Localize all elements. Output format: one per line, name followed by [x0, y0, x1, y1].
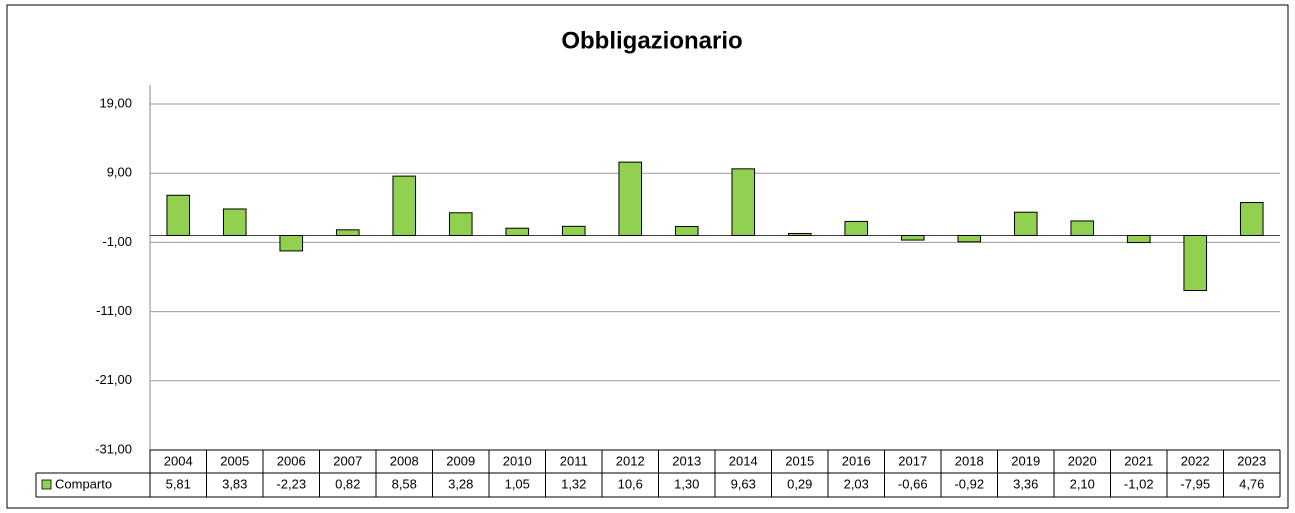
bar — [279, 234, 304, 252]
table-value: 3,28 — [448, 476, 473, 491]
y-tick-label: -1,00 — [102, 234, 132, 249]
bar — [787, 232, 812, 236]
x-tick-label: 2010 — [503, 453, 532, 468]
bar — [844, 220, 869, 236]
y-tick-label: -21,00 — [95, 372, 132, 387]
bar — [166, 194, 191, 236]
x-tick-label: 2007 — [333, 453, 362, 468]
bar — [448, 212, 473, 236]
y-tick-label: -31,00 — [95, 441, 132, 456]
y-tick-label: 19,00 — [99, 95, 132, 110]
table-value: -1,02 — [1124, 476, 1154, 491]
legend-key — [41, 479, 52, 490]
bar — [957, 234, 982, 243]
table-value: 3,83 — [222, 476, 247, 491]
y-tick-label: 9,00 — [107, 165, 132, 180]
table-value: 0,29 — [787, 476, 812, 491]
x-tick-label: 2004 — [164, 453, 193, 468]
bar — [1183, 234, 1208, 291]
x-tick-label: 2006 — [277, 453, 306, 468]
x-tick-label: 2016 — [842, 453, 871, 468]
x-tick-label: 2015 — [785, 453, 814, 468]
chart-frame — [6, 4, 1289, 509]
bar — [392, 175, 417, 236]
table-value: 4,76 — [1239, 476, 1264, 491]
bar — [1070, 220, 1095, 236]
x-tick-label: 2020 — [1068, 453, 1097, 468]
bar — [731, 168, 756, 236]
x-tick-label: 2014 — [729, 453, 758, 468]
bar — [618, 161, 643, 236]
bar — [561, 225, 586, 236]
legend-label: Comparto — [55, 476, 112, 491]
bar — [1013, 211, 1038, 236]
table-value: 1,05 — [505, 476, 530, 491]
x-tick-label: 2009 — [446, 453, 475, 468]
bar — [222, 208, 247, 236]
table-value: 1,32 — [561, 476, 586, 491]
table-value: -2,23 — [276, 476, 306, 491]
table-value: 2,03 — [844, 476, 869, 491]
x-tick-label: 2011 — [560, 453, 588, 468]
x-tick-label: 2018 — [955, 453, 984, 468]
chart-title: Obbligazionario — [561, 27, 742, 54]
table-value: 0,82 — [335, 476, 360, 491]
table-value: -0,92 — [954, 476, 984, 491]
x-tick-label: 2008 — [390, 453, 419, 468]
table-value: 2,10 — [1070, 476, 1095, 491]
table-value: 9,63 — [731, 476, 756, 491]
x-tick-label: 2022 — [1181, 453, 1210, 468]
x-tick-label: 2019 — [1011, 453, 1040, 468]
table-value: 3,36 — [1013, 476, 1038, 491]
x-tick-label: 2023 — [1237, 453, 1266, 468]
x-tick-label: 2021 — [1124, 453, 1153, 468]
table-value: 8,58 — [392, 476, 417, 491]
bar — [505, 227, 530, 236]
bar — [1126, 234, 1151, 244]
bar — [900, 234, 925, 241]
x-tick-label: 2013 — [672, 453, 701, 468]
y-tick-label: -11,00 — [96, 303, 132, 318]
table-value: 5,81 — [166, 476, 191, 491]
x-tick-label: 2017 — [898, 453, 927, 468]
bar — [335, 229, 360, 236]
table-value: -7,95 — [1180, 476, 1210, 491]
table-value: -0,66 — [898, 476, 928, 491]
bar — [1239, 202, 1264, 236]
table-value: 1,30 — [674, 476, 699, 491]
table-value: 10,6 — [618, 476, 643, 491]
x-tick-label: 2005 — [220, 453, 249, 468]
x-tick-label: 2012 — [616, 453, 645, 468]
bar — [674, 225, 699, 236]
